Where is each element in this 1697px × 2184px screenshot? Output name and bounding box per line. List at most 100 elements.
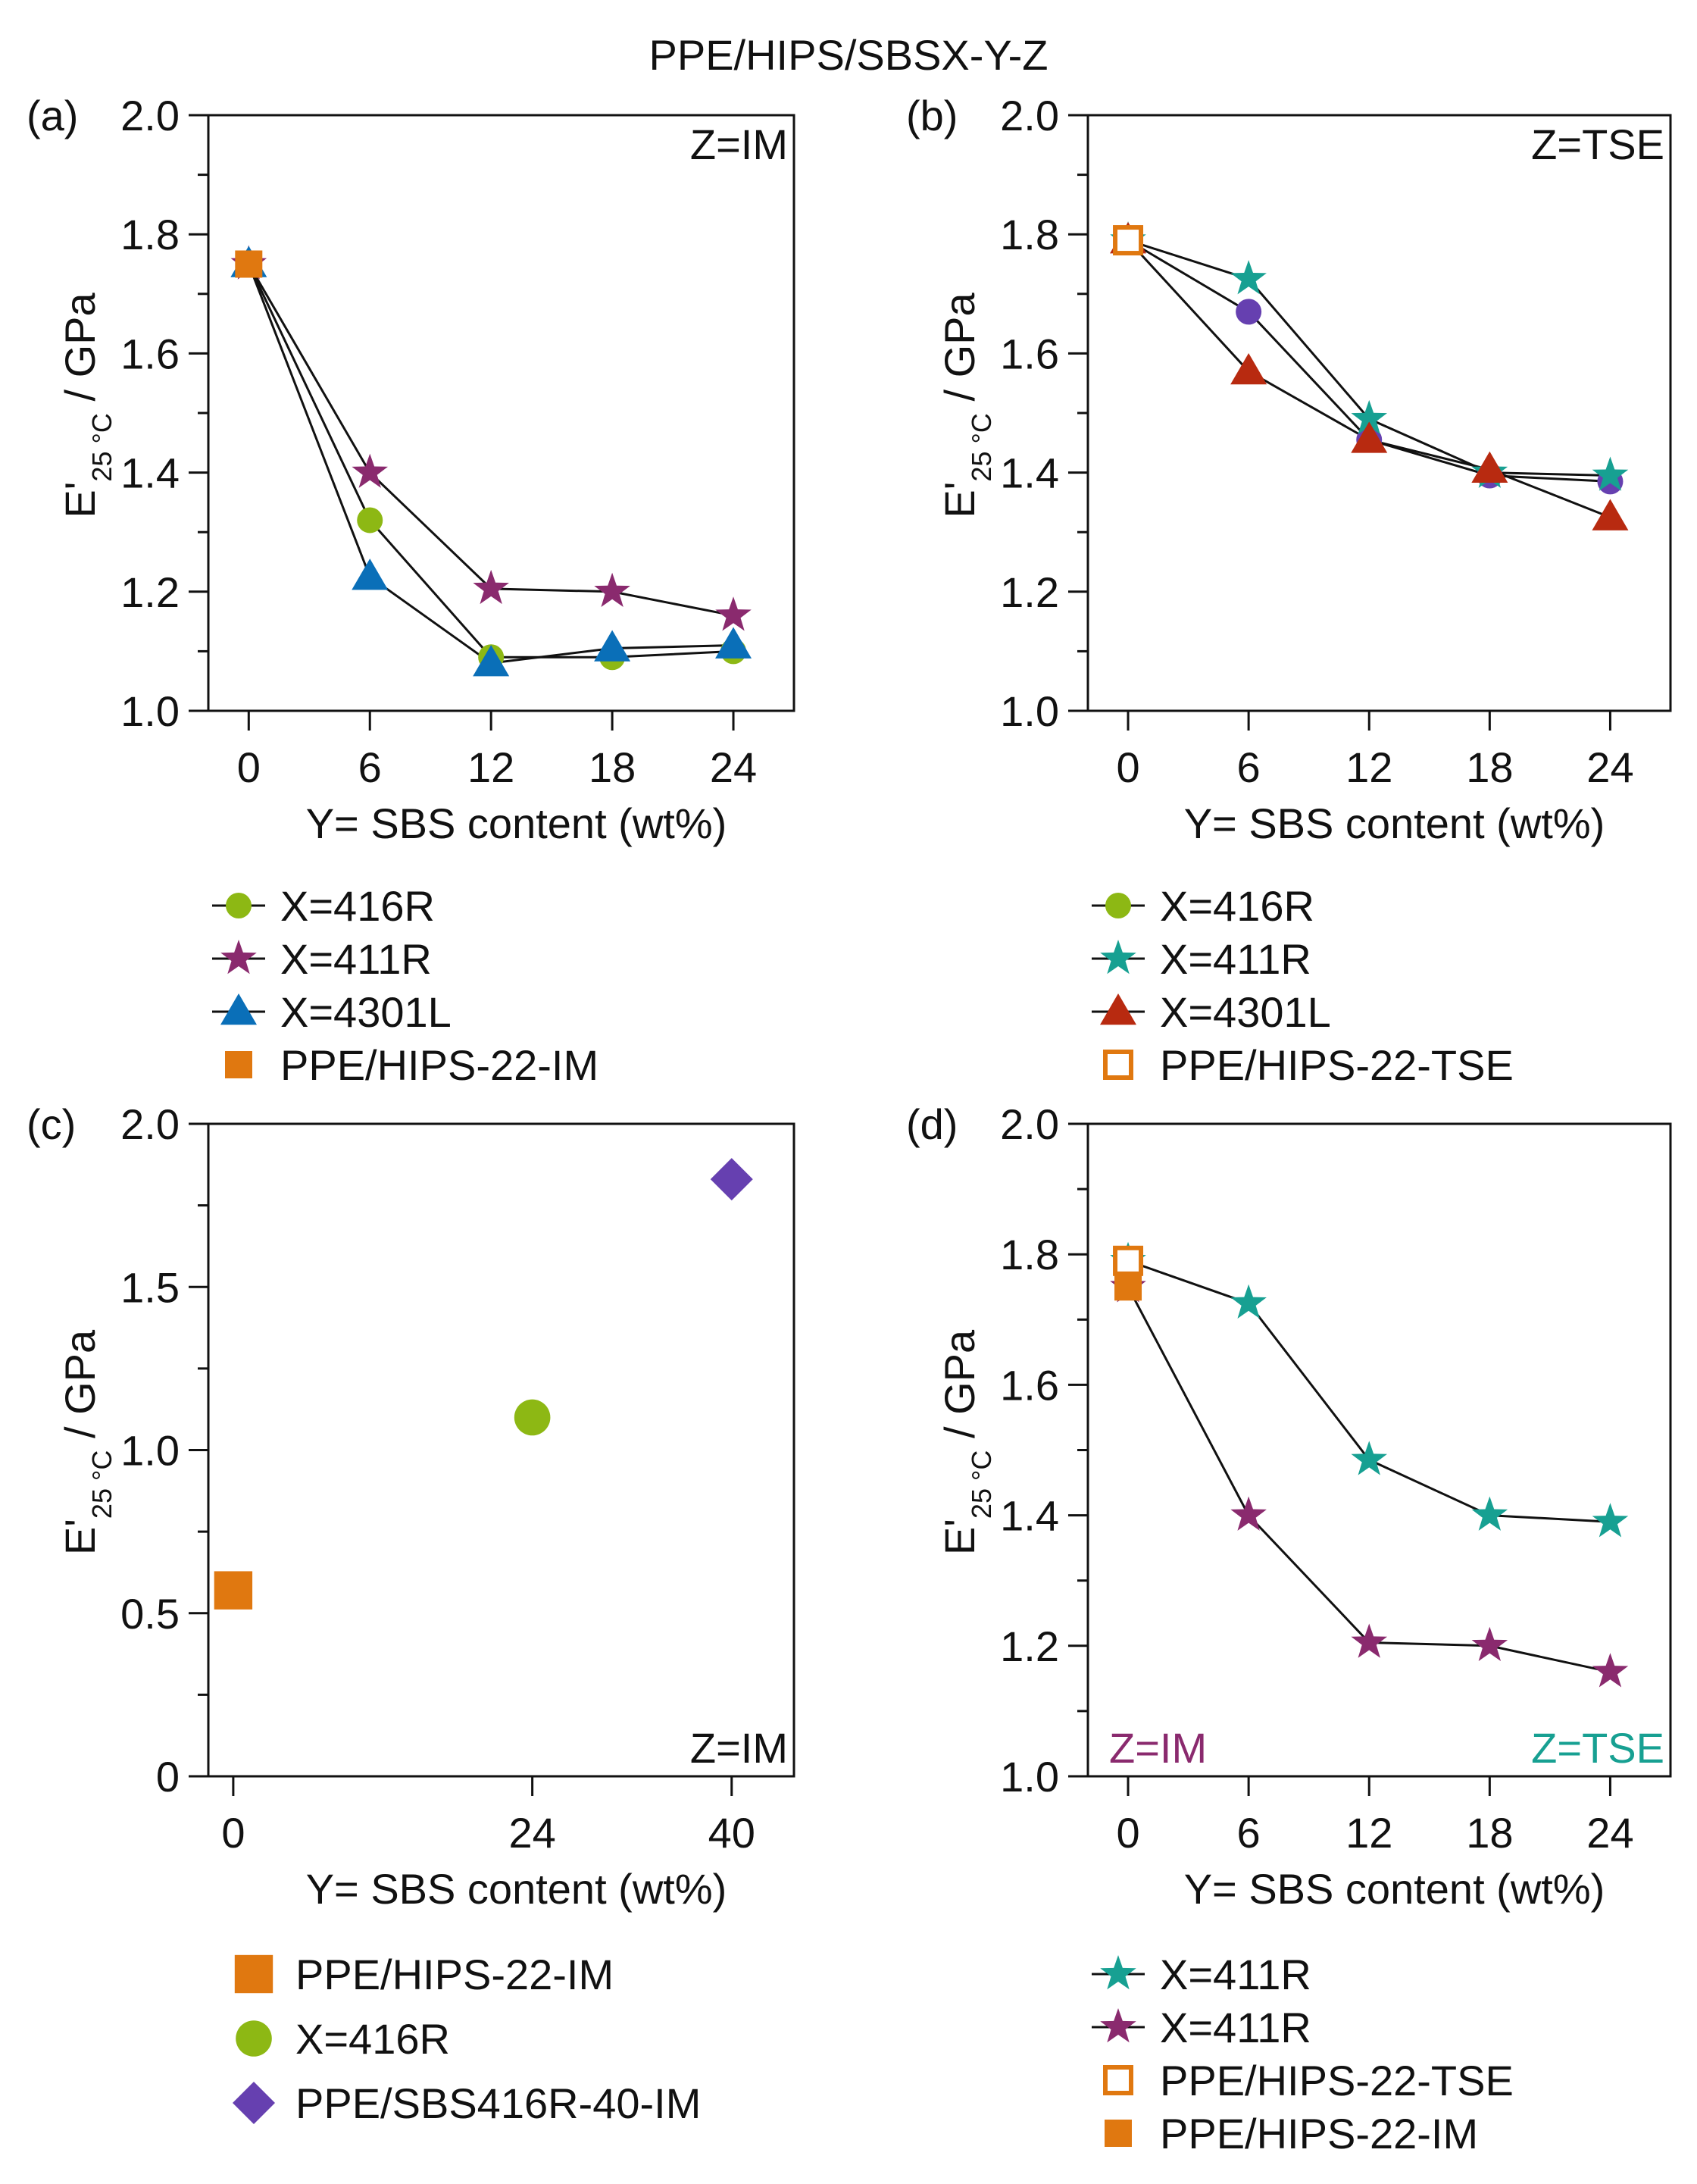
legend-entry: PPE/SBS416R-40-IM [233,2079,701,2127]
plot-frame [1086,1122,1672,1778]
x-tick-label: 40 [708,1809,755,1857]
series-line-0 [1127,1259,1611,1523]
corner-label: Z=IM [690,120,788,168]
data-point-star [1351,1441,1388,1475]
x-tick-label: 12 [1345,1809,1392,1857]
legend-marker-star [220,940,257,975]
x-tick-label: 24 [710,743,757,791]
x-tick-label: 12 [1345,743,1392,791]
legend-marker-square [234,1954,273,1994]
series-line-0 [247,263,734,659]
data-point-star [715,596,752,631]
legend-entry: X=416R [1092,882,1314,930]
data-point-star [1230,1284,1267,1319]
y-tick-label: 1.8 [1000,1231,1059,1278]
data-point-square [235,250,263,278]
series-line-2 [247,263,734,665]
panel-c: 0 0.5 1.0 1.5 2.0 0 24 40 Y= SBS content (wt%) E'… [27,1100,795,2127]
data-point-star [1471,1496,1508,1531]
data-point-triangle [1592,499,1629,530]
x-tick-label: 0 [1116,1809,1139,1857]
x-tick-label: 0 [237,743,261,791]
y-tick-label: 2.0 [120,92,180,139]
legend-marker-square-open [1103,2065,1133,2095]
legend-entry: X=411R [1092,1951,1311,1998]
data-point-star [1230,1496,1267,1531]
data-point-triangle [1230,352,1267,385]
x-tick-label: 6 [358,743,382,791]
data-point-triangle [473,645,510,677]
legend-label: X=416R [295,2015,450,2063]
y-tick-label: 1.0 [1000,687,1059,735]
data-point-star [1471,1626,1508,1662]
x-tick-label: 12 [467,743,514,791]
data-point-triangle [352,559,389,590]
x-tick-label: 6 [1237,1809,1261,1857]
data-point-square [1114,1273,1142,1301]
legend-entry: X=416R [236,2015,450,2063]
x-axis-label: Y= SBS content (wt%) [306,1865,727,1913]
data-point-star [1230,260,1267,295]
corner-label: Z=IM [690,1724,788,1772]
legend-label: X=411R [1160,2004,1311,2051]
x-tick-label: 18 [1466,743,1513,791]
legend-label: X=411R [1160,935,1311,983]
legend-marker-square-open [1103,1050,1133,1080]
x-axis-label: Y= SBS content (wt%) [1184,799,1605,847]
panel-b: 1.0 1.2 1.4 1.6 1.8 2.0 0 6 12 18 24 Y= SBS content… [906,92,1672,1089]
data-point-star [594,572,630,608]
legend-marker-star [1100,2008,1136,2043]
legend-label: PPE/HIPS-22-IM [1160,2110,1478,2157]
data-point-star [473,569,509,605]
legend-label: X=416R [1160,882,1314,930]
legend-marker-star [1100,1955,1136,1990]
corner-label: Z=TSE [1531,120,1664,168]
legend-marker-diamond [233,2082,275,2124]
y-tick-label: 1.8 [1000,211,1059,258]
legend-entry: X=4301L [212,988,452,1036]
data-point-square-open [1113,225,1144,256]
x-axis-label: Y= SBS content (wt%) [1184,1865,1605,1913]
y-tick-label: 1.0 [1000,1753,1059,1801]
figure-title: PPE/HIPS/SBSX-Y-Z [649,31,1049,79]
data-point-triangle [715,627,752,659]
data-point-triangle [594,630,631,662]
legend-entry: PPE/HIPS-22-TSE [1103,1041,1514,1089]
data-point-square [214,1571,253,1610]
data-point-star [1592,1503,1629,1538]
legend-label: PPE/HIPS-22-TSE [1160,1041,1514,1089]
y-tick-label: 1.0 [120,1427,180,1475]
legend-entry: X=411R [1092,2004,1311,2051]
legend-label: X=416R [280,882,435,930]
data-point-square-open [1113,1245,1144,1276]
y-axis-label: E'25 °C / GPa [936,293,997,518]
legend-marker-circle [226,893,252,918]
x-tick-label: 18 [589,743,636,791]
legend-entry: PPE/HIPS-22-IM [225,1041,598,1089]
y-tick-label: 0.5 [120,1590,180,1638]
legend-marker-square [1105,2120,1132,2147]
y-tick-label: 1.6 [1000,1361,1059,1409]
y-tick-label: 2.0 [120,1100,180,1148]
panel-label: (d) [906,1100,958,1148]
data-point-circle [514,1399,551,1436]
legend-entry: X=411R [1092,935,1311,983]
corner-label-left: Z=IM [1109,1724,1207,1772]
legend-entry: X=416R [212,882,435,930]
y-tick-label: 1.4 [120,449,180,497]
series-line-2 [1127,239,1611,518]
data-point-star [1351,399,1388,435]
legend-entry: PPE/HIPS-22-IM [234,1951,614,1998]
legend-label: X=4301L [280,988,452,1036]
legend-entry: X=411R [212,935,432,983]
y-tick-label: 1.5 [120,1263,180,1311]
legend-entry: PPE/HIPS-22-IM [1105,2110,1478,2157]
legend-label: X=411R [1160,1951,1311,1998]
data-point-triangle [1471,451,1508,483]
legend-label: PPE/HIPS-22-IM [295,1951,614,1998]
x-tick-label: 6 [1237,743,1261,791]
y-tick-label: 1.2 [1000,568,1059,616]
series-line-1 [248,263,734,617]
legend-label: PPE/HIPS-22-TSE [1160,2057,1514,2104]
